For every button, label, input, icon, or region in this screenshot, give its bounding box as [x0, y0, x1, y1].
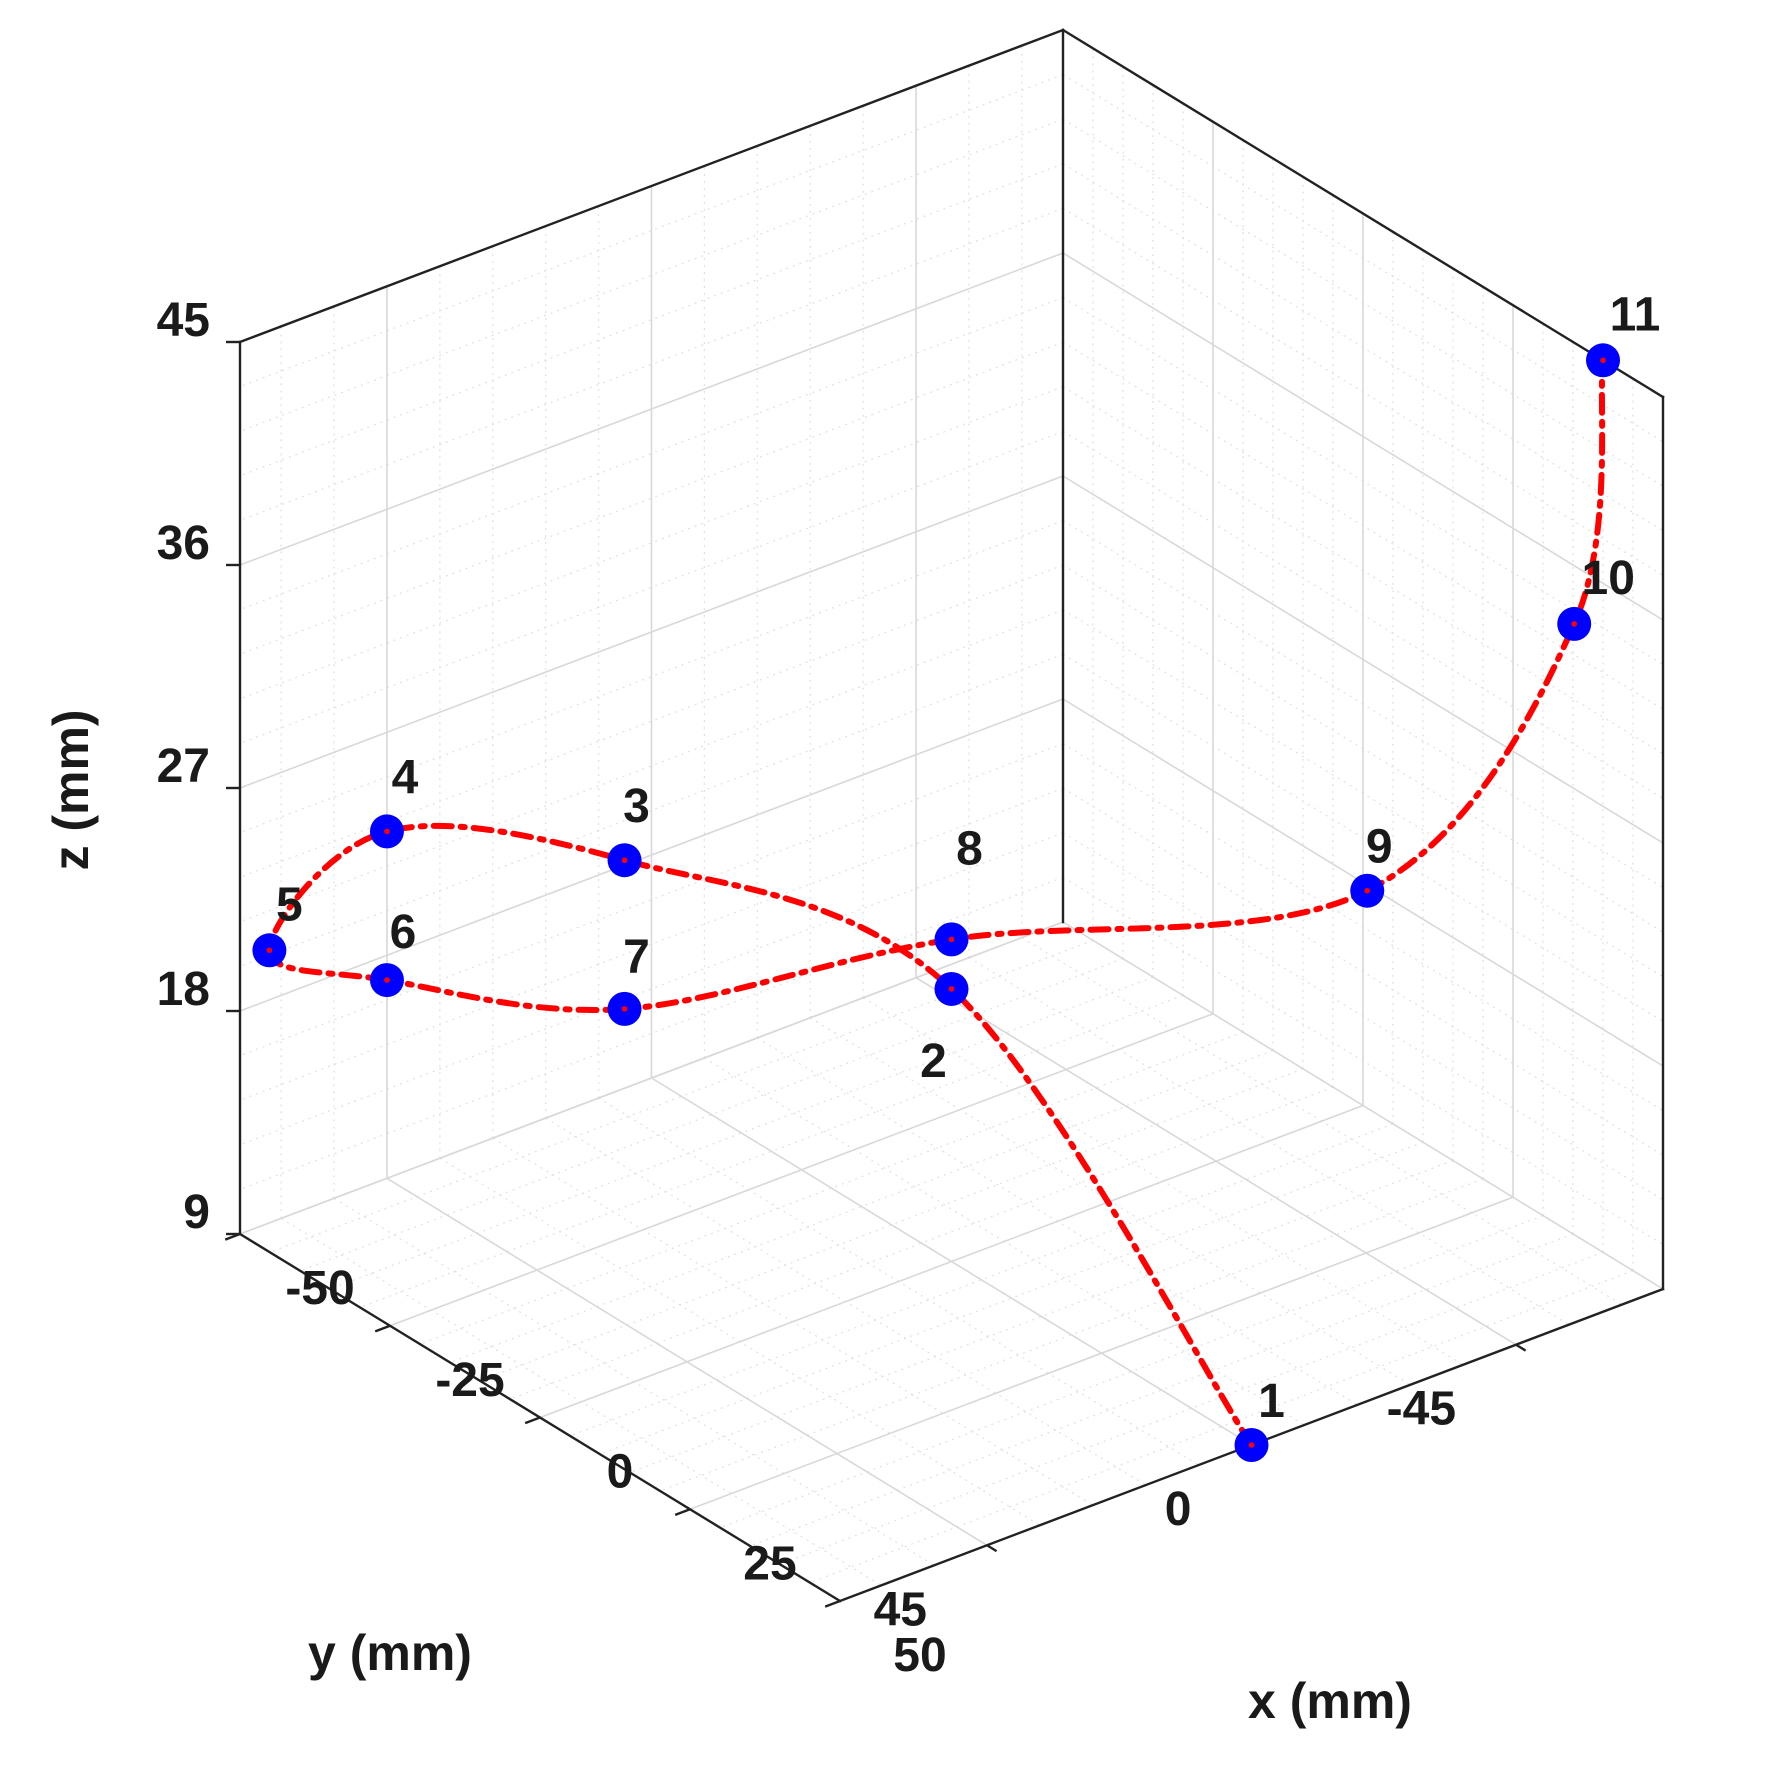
major-gridline [239, 698, 1064, 1012]
y-tick [1515, 1343, 1527, 1352]
major-gridline [1062, 921, 1664, 1290]
z-tick-label: 27 [157, 740, 210, 793]
waypoint-center-3 [621, 857, 628, 864]
x-tick [524, 1416, 541, 1425]
axis-edge-top-left [238, 28, 1065, 344]
z-tick-label: 9 [183, 1186, 210, 1239]
waypoint-label-6: 6 [390, 906, 417, 959]
major-gridline [239, 252, 1064, 566]
x-tick-label: 0 [607, 1446, 634, 1499]
major-gridline [239, 475, 1064, 789]
x-tick-label: -50 [285, 1262, 354, 1315]
waypoint-label-8: 8 [956, 822, 983, 875]
trajectory-curve [266, 357, 1606, 1448]
waypoint-center-11 [1600, 357, 1606, 364]
waypoint-label-2: 2 [920, 1035, 947, 1088]
waypoint-center-6 [384, 977, 390, 983]
z-tick-label: 45 [157, 294, 210, 347]
y-tick [986, 1544, 998, 1553]
waypoint-label-4: 4 [392, 751, 419, 804]
waypoint-center-5 [266, 947, 273, 954]
x-tick-label: 25 [743, 1537, 796, 1590]
x-tick [674, 1508, 691, 1516]
y-tick-label: 45 [874, 1583, 927, 1636]
waypoint-label-1: 1 [1258, 1375, 1285, 1428]
waypoint-center-9 [1364, 887, 1371, 894]
x-tick [374, 1324, 391, 1333]
waypoint-label-10: 10 [1582, 552, 1635, 605]
x-tick-label: 50 [893, 1629, 946, 1682]
waypoint-labels: 1 2 3 4 5 6 7 8 9 10 11 [276, 288, 1660, 1428]
x-tick-label: -25 [435, 1354, 504, 1407]
y-tick-label: -45 [1387, 1383, 1456, 1436]
waypoint-center-7 [621, 1006, 628, 1012]
major-gridline [239, 921, 1064, 1235]
waypoint-center-8 [948, 936, 955, 943]
x-tick [824, 1599, 841, 1608]
trajectory-curve-layer [266, 357, 1606, 1448]
major-gridline [1062, 475, 1664, 844]
waypoint-center-10 [1571, 621, 1578, 627]
waypoint-markers [252, 343, 1620, 1462]
waypoint-label-9: 9 [1366, 821, 1393, 874]
y-tick-label: 0 [1165, 1483, 1192, 1536]
z-axis-label: z (mm) [43, 709, 99, 870]
waypoint-center-2 [948, 986, 955, 992]
waypoint-label-11: 11 [1610, 288, 1661, 341]
waypoint-center-1 [1248, 1442, 1255, 1448]
y-axis-label: y (mm) [308, 1625, 472, 1681]
major-gridline [915, 977, 1517, 1346]
x-axis-label: x (mm) [1248, 1673, 1412, 1729]
z-tick-label: 18 [157, 963, 210, 1016]
major-gridline [651, 1077, 1252, 1446]
axis-edge-top-right [1061, 28, 1665, 399]
waypoint-center-4 [384, 828, 390, 835]
waypoint-label-7: 7 [623, 931, 650, 984]
waypoint-label-3: 3 [623, 780, 650, 833]
major-gridline [1062, 252, 1664, 621]
major-gridline [386, 1177, 988, 1546]
z-tick-label: 36 [157, 517, 210, 570]
waypoint-label-5: 5 [276, 878, 303, 931]
